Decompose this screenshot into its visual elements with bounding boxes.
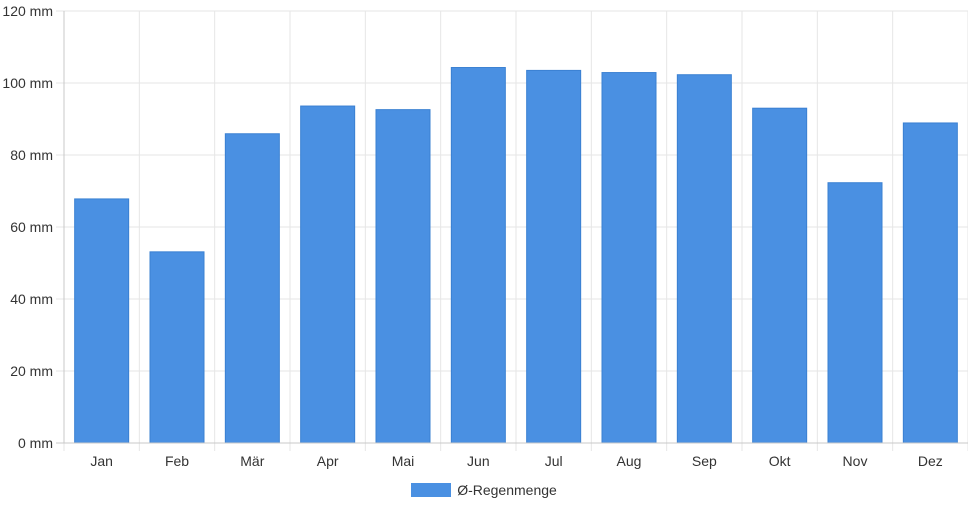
y-tick-label: 40 mm	[10, 291, 53, 307]
y-tick-label: 0 mm	[18, 435, 53, 451]
axes	[56, 11, 968, 444]
x-tick-label: Mär	[240, 453, 264, 469]
x-tick-label: Sep	[692, 453, 717, 469]
x-tick-label: Jan	[90, 453, 113, 469]
bar-Apr	[300, 105, 356, 444]
y-tick-label: 80 mm	[10, 147, 53, 163]
x-tick-label: Dez	[918, 453, 943, 469]
bar-Mai	[375, 109, 431, 444]
x-tick-label: Nov	[843, 453, 868, 469]
y-tick-label: 20 mm	[10, 363, 53, 379]
y-tick-label: 60 mm	[10, 219, 53, 235]
gridlines	[56, 10, 968, 451]
bar-Okt	[752, 107, 808, 444]
x-tick-labels: Jan Feb Mär Apr Mai Jun Jul Aug Sep Okt Nov Dez	[90, 453, 942, 469]
y-tick-labels: 0 mm 20 mm 40 mm 60 mm 80 mm 100 mm 120 mm	[2, 3, 53, 451]
legend-label: Ø-Regenmenge	[457, 482, 557, 498]
bar-Aug	[601, 72, 657, 444]
x-tick-label: Apr	[317, 453, 339, 469]
bar-Mär	[224, 133, 280, 444]
bar-Dez	[902, 122, 958, 444]
x-tick-label: Aug	[617, 453, 642, 469]
bar-Sep	[676, 74, 732, 444]
legend-swatch	[411, 483, 452, 497]
x-tick-label: Okt	[769, 453, 791, 469]
x-tick-label: Feb	[165, 453, 189, 469]
bar-chart: 0 mm 20 mm 40 mm 60 mm 80 mm 100 mm 120 mm Jan…	[2, 3, 968, 469]
x-tick-label: Jul	[545, 453, 563, 469]
y-tick-label: 100 mm	[2, 75, 53, 91]
bar-Jan	[74, 198, 130, 444]
bar-Feb	[149, 251, 205, 444]
legend: Ø-Regenmenge	[0, 480, 968, 500]
bars	[74, 67, 958, 444]
y-tick-label: 120 mm	[2, 3, 53, 19]
bar-Jul	[526, 69, 582, 444]
bar-Nov	[827, 182, 883, 444]
bar-Jun	[450, 67, 506, 444]
x-tick-label: Jun	[467, 453, 490, 469]
x-tick-label: Mai	[392, 453, 415, 469]
